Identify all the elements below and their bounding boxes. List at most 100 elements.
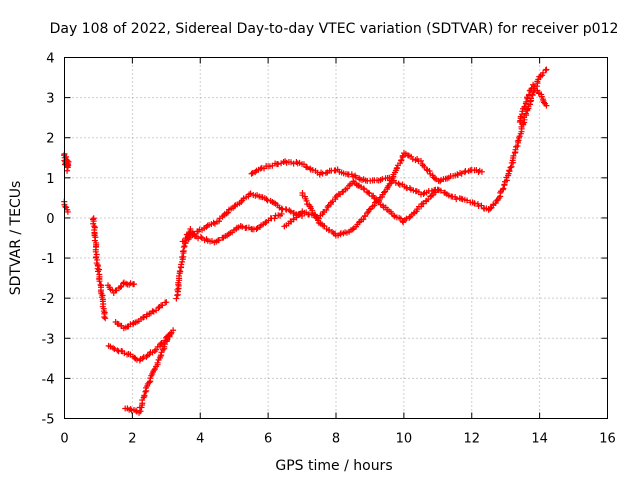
x-tick-label: 6 — [264, 432, 272, 447]
x-tick-label: 8 — [332, 432, 340, 447]
data-point — [543, 102, 550, 109]
data-point — [179, 238, 186, 245]
data-point — [178, 261, 185, 268]
data-point — [173, 295, 180, 302]
data-point — [197, 234, 204, 241]
data-point — [101, 313, 108, 320]
data-point — [152, 365, 159, 372]
data-point — [64, 167, 71, 174]
data-point — [271, 215, 278, 222]
data-point — [464, 197, 471, 204]
data-point — [364, 210, 371, 217]
data-point — [541, 99, 548, 106]
y-tick-label: 2 — [46, 132, 54, 147]
data-point — [262, 219, 269, 226]
x-axis-label: GPS time / hours — [275, 458, 392, 474]
data-point — [417, 157, 424, 164]
data-point — [458, 170, 465, 177]
data-point — [303, 197, 310, 204]
data-point — [146, 379, 153, 386]
data-point — [163, 299, 170, 306]
data-point — [176, 268, 183, 275]
data-point — [95, 268, 102, 275]
data-point — [376, 197, 383, 204]
chart-title: Day 108 of 2022, Sidereal Day-to-day VTE… — [50, 21, 619, 37]
data-point — [121, 350, 128, 357]
data-point — [150, 367, 157, 374]
data-point — [406, 214, 413, 221]
data-point — [540, 69, 547, 76]
data-point — [180, 244, 187, 251]
data-point — [429, 192, 436, 199]
data-point — [283, 206, 290, 213]
data-point — [183, 237, 190, 244]
data-point — [420, 190, 427, 197]
data-point — [131, 281, 138, 288]
y-tick-label: 0 — [46, 212, 54, 227]
data-point — [372, 199, 379, 206]
data-point — [139, 355, 146, 362]
data-point — [170, 327, 177, 334]
data-point — [155, 305, 162, 312]
data-point — [373, 198, 380, 205]
data-point — [159, 346, 166, 353]
axis-ticks — [64, 57, 608, 419]
y-tick-label: -3 — [42, 332, 55, 347]
data-point — [431, 175, 438, 182]
data-point — [526, 91, 533, 98]
data-point — [357, 183, 364, 190]
data-point — [403, 215, 410, 222]
data-point — [312, 212, 319, 219]
data-point — [154, 359, 161, 366]
data-point — [111, 345, 118, 352]
data-point — [453, 196, 460, 203]
data-point — [501, 181, 508, 188]
data-point — [319, 170, 326, 177]
y-tick-label: -1 — [42, 252, 55, 267]
data-point — [65, 158, 72, 165]
data-point — [92, 248, 99, 255]
data-point — [141, 392, 148, 399]
data-point — [520, 120, 527, 127]
data-points — [61, 66, 550, 416]
data-point — [110, 344, 117, 351]
y-tick-label: 1 — [46, 172, 54, 187]
data-point — [210, 219, 217, 226]
data-point — [102, 315, 109, 322]
x-tick-label: 16 — [599, 432, 616, 447]
data-point — [64, 208, 71, 215]
data-point — [426, 168, 433, 175]
data-point — [324, 204, 331, 211]
data-point — [181, 243, 188, 250]
data-point — [224, 209, 231, 216]
data-point — [248, 170, 255, 177]
data-point — [506, 167, 513, 174]
data-point — [174, 286, 181, 293]
data-point — [96, 278, 103, 285]
data-point — [275, 161, 282, 168]
y-tick-label: 4 — [46, 52, 54, 67]
data-point — [523, 98, 530, 105]
data-point — [293, 159, 300, 166]
data-point — [337, 231, 344, 238]
data-point — [239, 223, 246, 230]
data-point — [437, 178, 444, 185]
data-point — [538, 93, 545, 100]
data-point — [127, 406, 134, 413]
data-point — [278, 210, 285, 217]
data-point — [62, 203, 69, 210]
x-tick-label: 12 — [463, 432, 480, 447]
data-point — [514, 138, 521, 145]
data-point — [478, 168, 485, 175]
data-point — [223, 210, 230, 217]
y-axis-label: SDTVAR / TECUs — [8, 181, 24, 296]
x-tick-label: 14 — [531, 432, 548, 447]
data-point — [215, 218, 222, 225]
data-point — [493, 197, 500, 204]
data-point — [437, 187, 444, 194]
x-tick-label: 4 — [196, 432, 204, 447]
data-point — [543, 66, 550, 73]
data-point — [500, 185, 507, 192]
data-point — [133, 356, 140, 363]
